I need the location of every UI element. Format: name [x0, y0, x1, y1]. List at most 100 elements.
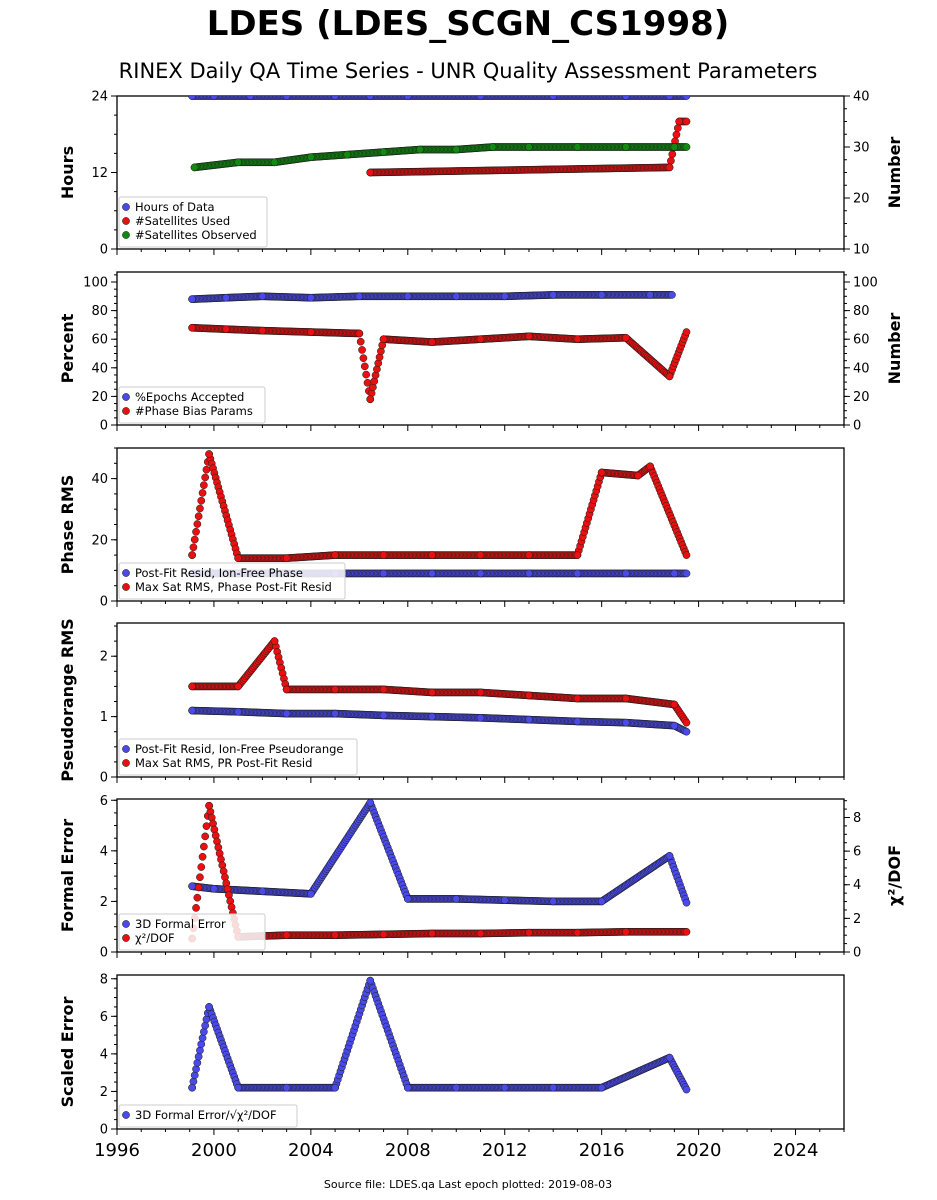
- data-point: [197, 863, 206, 871]
- data-point: [270, 158, 279, 167]
- legend: Post-Fit Resid, Ion-Free PseudorangeMax …: [118, 738, 358, 776]
- y-tick-label: 0: [100, 595, 108, 610]
- data-point: [282, 554, 291, 563]
- data-point: [198, 852, 207, 861]
- data-point: [192, 904, 200, 912]
- y-axis-label: Formal Error: [58, 819, 77, 932]
- series-1: [188, 291, 676, 304]
- data-point: [205, 801, 213, 810]
- data-point: [573, 717, 582, 726]
- y2-tick-label: 40: [853, 361, 870, 376]
- data-point: [200, 842, 208, 851]
- data-point: [190, 1071, 199, 1080]
- y-tick-label: 0: [100, 771, 108, 786]
- data-point: [190, 535, 199, 544]
- y-tick-label: 40: [91, 472, 108, 487]
- legend: Hours of Data#Satellites Used#Satellites…: [118, 196, 268, 248]
- data-point: [366, 96, 375, 100]
- data-point: [234, 1083, 243, 1092]
- data-point: [356, 337, 365, 346]
- data-point: [202, 465, 211, 474]
- data-point: [622, 333, 630, 342]
- y-tick-label: 2: [100, 1085, 108, 1100]
- series-2: [366, 117, 691, 177]
- data-point: [549, 1083, 558, 1092]
- legend-label: Max Sat RMS, Phase Post-Fit Resid: [135, 580, 332, 594]
- data-point: [525, 715, 533, 724]
- data-point: [222, 293, 230, 302]
- data-point: [189, 543, 198, 552]
- legend-label: #Satellites Observed: [135, 228, 257, 242]
- y-tick-label: 1: [100, 710, 108, 725]
- data-point: [196, 873, 204, 882]
- data-point: [622, 96, 630, 100]
- data-point: [258, 326, 267, 335]
- data-point: [672, 130, 681, 139]
- data-point: [452, 292, 461, 301]
- legend-marker: [122, 745, 130, 753]
- data-point: [428, 688, 436, 697]
- data-point: [379, 148, 388, 156]
- series-2: [188, 323, 691, 404]
- data-point: [452, 1083, 461, 1092]
- y-tick-label: 100: [83, 276, 108, 291]
- data-point: [201, 1021, 210, 1030]
- data-point: [331, 709, 339, 718]
- data-point: [428, 338, 436, 346]
- data-point: [343, 150, 352, 159]
- data-point: [682, 143, 691, 151]
- data-point: [670, 700, 679, 709]
- data-point: [428, 551, 436, 559]
- legend-marker: [122, 217, 130, 225]
- data-point: [205, 1003, 213, 1011]
- source-footer: Source file: LDES.qa Last epoch plotted:…: [324, 1178, 612, 1191]
- legend-box: [118, 196, 268, 248]
- y2-tick-label: 60: [853, 333, 870, 348]
- data-point: [190, 163, 199, 172]
- data-point: [525, 551, 533, 559]
- data-point: [428, 929, 436, 938]
- y-tick-label: 2: [100, 895, 108, 910]
- data-point: [476, 551, 485, 559]
- data-point: [682, 927, 691, 936]
- data-point: [428, 569, 436, 578]
- data-point: [188, 882, 196, 891]
- x-tick-label: 2024: [773, 1140, 819, 1161]
- data-point: [355, 329, 364, 338]
- data-point: [193, 520, 202, 528]
- legend-marker: [122, 393, 130, 401]
- data-point: [428, 712, 436, 721]
- legend-label: #Satellites Used: [135, 214, 230, 228]
- data-point: [331, 551, 339, 559]
- data-point: [366, 799, 375, 807]
- data-point: [646, 291, 654, 299]
- data-point: [202, 822, 211, 831]
- series-3: [190, 143, 691, 172]
- y2-tick-label: 20: [853, 192, 870, 207]
- data-point: [379, 569, 388, 578]
- data-point: [201, 473, 210, 482]
- data-point: [194, 1052, 203, 1061]
- y2-tick-label: 30: [853, 141, 870, 156]
- data-point: [379, 335, 388, 344]
- y-tick-label: 20: [91, 390, 108, 405]
- legend-marker: [122, 407, 130, 415]
- data-point: [670, 721, 679, 730]
- y2-axis-label: χ²/DOF: [885, 845, 904, 906]
- data-point: [667, 156, 675, 165]
- data-point: [379, 711, 388, 720]
- data-point: [194, 512, 203, 521]
- data-point: [476, 96, 485, 100]
- y2-tick-label: 20: [853, 390, 870, 405]
- data-point: [670, 143, 679, 151]
- data-point: [192, 527, 200, 536]
- y2-tick-label: 100: [853, 276, 878, 291]
- data-point: [665, 852, 674, 860]
- data-point: [193, 893, 202, 902]
- y-axis-label: Pseudorange RMS: [58, 618, 77, 781]
- x-tick-label: 2012: [482, 1140, 528, 1161]
- data-point: [573, 143, 582, 151]
